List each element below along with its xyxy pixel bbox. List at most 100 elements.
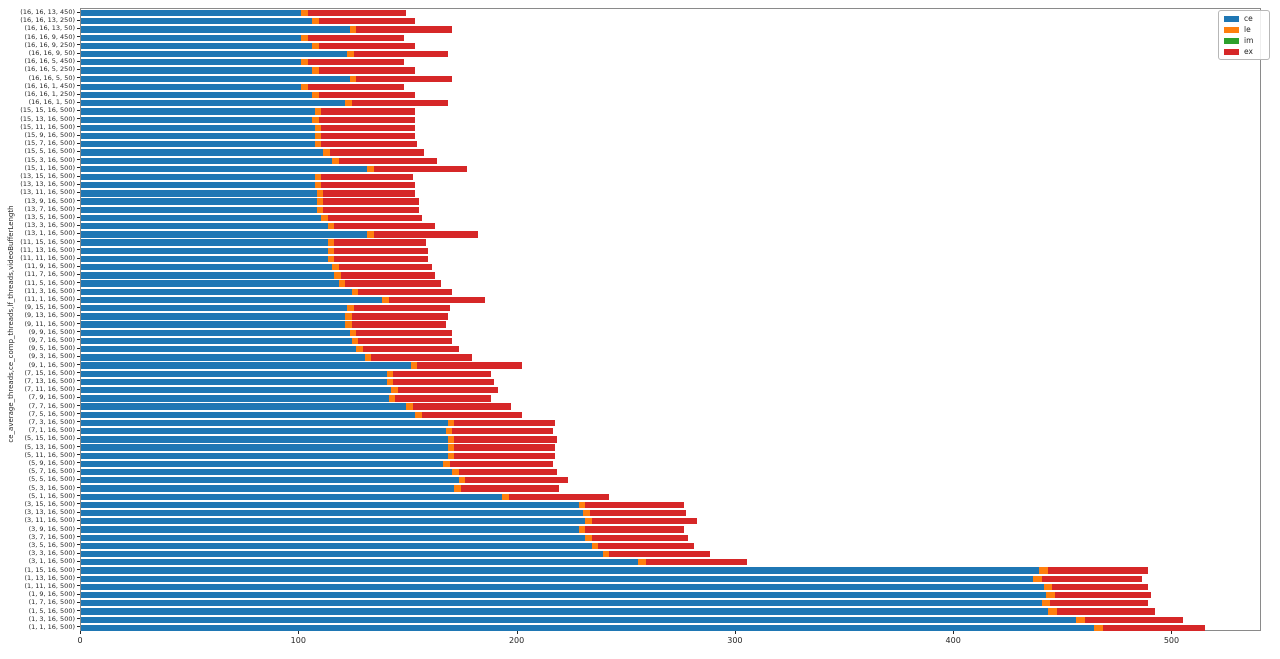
y-tick-mark: [77, 380, 80, 382]
bar-segment-ce: [81, 583, 1044, 591]
y-tick-label: (15, 7, 16, 500): [24, 139, 75, 148]
bar-segment-ce: [81, 190, 317, 197]
bar-segment-ex: [1102, 624, 1206, 632]
bar-segment-le: [583, 509, 590, 517]
bar-segment-le: [390, 387, 398, 394]
y-tick-label: (11, 13, 16, 500): [20, 245, 75, 254]
bar-segment-le: [1045, 591, 1055, 599]
y-tick-label: (15, 15, 16, 500): [20, 106, 75, 115]
y-tick-label: (3, 7, 16, 500): [28, 532, 75, 541]
y-tick-label: (11, 11, 16, 500): [20, 254, 75, 263]
y-tick-label: (3, 13, 16, 500): [24, 508, 75, 517]
bar-segment-ex: [646, 559, 747, 566]
y-tick-mark: [77, 593, 80, 595]
bar-segment-le: [445, 428, 453, 435]
y-tick-mark: [77, 372, 80, 374]
bar-segment-le: [314, 182, 322, 189]
y-tick-label: (16, 16, 9, 450): [24, 32, 75, 41]
y-tick-mark: [77, 52, 80, 54]
y-tick-label: (7, 3, 16, 500): [28, 417, 75, 426]
bar-segment-ce: [81, 255, 328, 263]
bar-segment-le: [443, 460, 450, 468]
bar-segment-ce: [81, 296, 383, 304]
bar-segment-ce: [81, 206, 317, 213]
bar-segment-ce: [81, 239, 328, 246]
bar-segment-ce: [81, 124, 315, 131]
bar-segment-ex: [318, 116, 415, 123]
y-tick-mark: [77, 126, 80, 128]
bar-segment-le: [301, 9, 309, 17]
y-tick-mark: [77, 118, 80, 120]
y-tick-mark: [77, 142, 80, 144]
bar-segment-ce: [81, 411, 415, 418]
bar-segment-le: [345, 100, 352, 107]
y-tick-label: (1, 9, 16, 500): [28, 590, 75, 599]
bar-segment-ex: [334, 255, 429, 263]
legend-item: im: [1224, 37, 1264, 45]
legend-item: le: [1224, 26, 1264, 34]
bar-segment-ex: [318, 18, 415, 25]
y-tick-mark: [77, 68, 80, 70]
bar-segment-ex: [323, 190, 415, 197]
y-tick-mark: [77, 544, 80, 546]
x-tick-label: 200: [508, 636, 525, 645]
bar-segment-ex: [351, 321, 446, 328]
bar-segment-ce: [81, 477, 459, 484]
x-tick-label: 300: [727, 636, 743, 645]
y-tick-mark: [77, 175, 80, 177]
bar-segment-ce: [81, 132, 315, 140]
y-tick-label: (16, 16, 13, 50): [24, 24, 75, 33]
bar-segment-le: [414, 411, 422, 418]
bar-segment-ex: [329, 149, 424, 156]
y-tick-label: (7, 7, 16, 500): [28, 401, 75, 410]
bar-segment-le: [578, 526, 586, 533]
y-tick-mark: [77, 454, 80, 456]
bar-segment-ex: [353, 50, 448, 58]
bar-segment-ex: [388, 296, 485, 304]
bar-segment-ce: [81, 616, 1077, 623]
bar-segment-le: [1039, 567, 1049, 574]
bar-segment-ex: [356, 26, 453, 33]
y-tick-mark: [77, 159, 80, 161]
y-tick-label: (16, 16, 1, 250): [24, 90, 75, 99]
bar-segment-ce: [81, 403, 407, 410]
y-tick-label: (9, 7, 16, 500): [28, 335, 75, 344]
y-tick-label: (13, 9, 16, 500): [24, 196, 75, 205]
bar-segment-ce: [81, 493, 503, 500]
bar-segment-le: [312, 18, 319, 25]
bar-segment-ex: [345, 280, 442, 287]
bar-segment-ce: [81, 436, 448, 443]
bar-segment-ex: [465, 477, 568, 484]
bar-segment-ce: [81, 264, 333, 271]
bar-segment-ce: [81, 198, 317, 205]
bar-segment-le: [366, 231, 374, 238]
y-tick-label: (5, 7, 16, 500): [28, 467, 75, 476]
bar-segment-ex: [318, 67, 415, 74]
y-tick-mark: [77, 601, 80, 603]
bar-segment-ex: [351, 100, 448, 107]
bar-segment-ex: [358, 337, 453, 345]
y-tick-label: (3, 11, 16, 500): [24, 516, 75, 525]
y-tick-label: (5, 9, 16, 500): [28, 458, 75, 467]
bar-segment-ce: [81, 534, 586, 541]
y-tick-label: (9, 3, 16, 500): [28, 352, 75, 361]
bar-segment-le: [454, 485, 461, 492]
x-tick-mark: [734, 631, 736, 634]
bar-segment-ex: [371, 354, 472, 361]
x-tick-label: 500: [1163, 636, 1180, 645]
bar-segment-ce: [81, 346, 357, 353]
bar-segment-le: [447, 419, 455, 427]
bar-segment-ce: [81, 26, 350, 33]
bar-segment-ex: [356, 329, 453, 336]
bar-segment-le: [334, 272, 341, 279]
bar-segment-ex: [421, 411, 522, 418]
y-tick-label: (1, 3, 16, 500): [28, 614, 75, 623]
y-tick-label: (15, 5, 16, 500): [24, 147, 75, 156]
bar-segment-ex: [321, 173, 413, 181]
bar-segment-ce: [81, 165, 367, 172]
bar-segment-ex: [585, 501, 684, 509]
y-tick-label: (7, 1, 16, 500): [28, 426, 75, 435]
bar-segment-ex: [589, 509, 686, 517]
bar-segment-ce: [81, 469, 453, 476]
bar-segment-ex: [362, 346, 459, 353]
